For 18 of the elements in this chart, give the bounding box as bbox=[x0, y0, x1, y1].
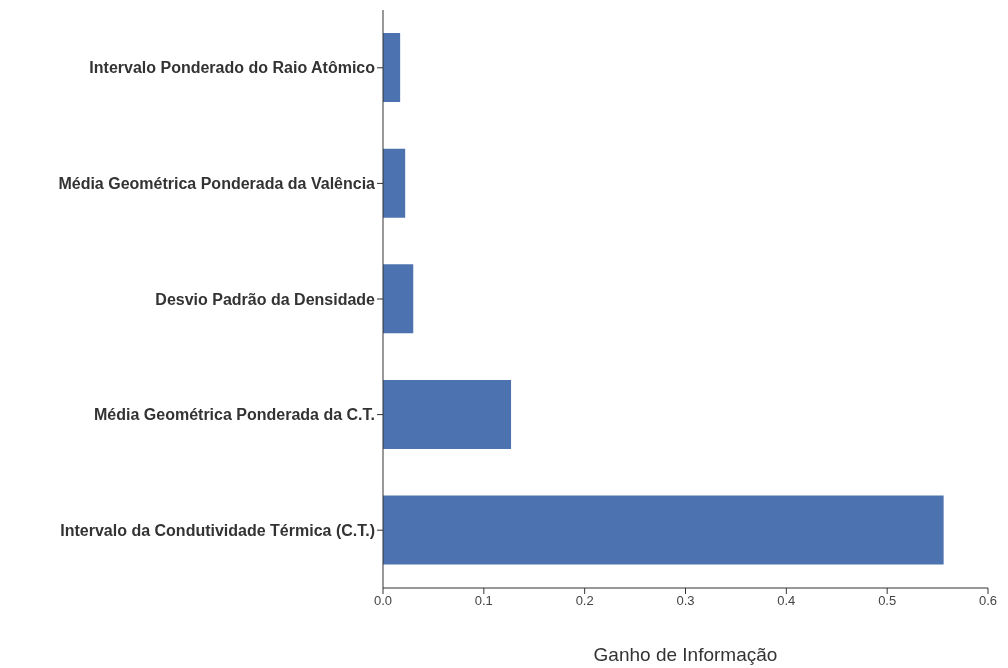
x-tick-label: 0.3 bbox=[676, 593, 695, 609]
x-tick-label: 0.1 bbox=[474, 593, 493, 609]
x-tick-label: 0.5 bbox=[878, 593, 897, 609]
y-tick-label: Intervalo Ponderado do Raio Atômico bbox=[89, 59, 376, 77]
x-tick-label: 0.0 bbox=[373, 593, 393, 609]
bar bbox=[383, 264, 414, 334]
bar bbox=[383, 33, 401, 103]
bar bbox=[383, 379, 512, 449]
y-tick-label: Desvio Padrão da Densidade bbox=[155, 290, 376, 308]
bar bbox=[383, 148, 406, 218]
x-tick-label: 0.6 bbox=[978, 593, 998, 609]
x-tick-label: 0.2 bbox=[575, 593, 594, 609]
y-tick-label: Média Geométrica Ponderada da Valência bbox=[58, 175, 376, 193]
x-tick-label: 0.4 bbox=[777, 593, 796, 609]
y-tick-label: Intervalo da Condutividade Térmica (C.T.) bbox=[60, 521, 375, 539]
y-tick-label: Média Geométrica Ponderada da C.T. bbox=[94, 406, 375, 424]
bar bbox=[383, 495, 944, 565]
x-axis-title: Ganho de Informação bbox=[592, 644, 779, 666]
